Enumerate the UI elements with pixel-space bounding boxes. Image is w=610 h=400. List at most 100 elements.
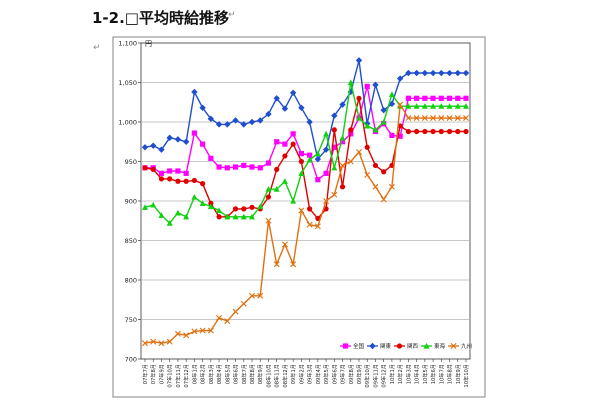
data-point	[331, 191, 338, 198]
x-tick-label: 08年12月	[281, 364, 289, 388]
x-marker-stroke	[216, 314, 223, 321]
data-point	[323, 130, 330, 137]
margin-return-mark-icon: ↵	[93, 43, 101, 53]
data-point	[372, 81, 379, 89]
x-tick-label: 10年5月	[421, 364, 429, 384]
x-marker-stroke	[405, 115, 412, 122]
data-point	[257, 117, 264, 124]
data-point	[257, 165, 263, 171]
y-axis-label: 円	[145, 40, 152, 48]
data-point	[438, 115, 445, 122]
x-tick-label: 07年9月	[157, 364, 165, 384]
x-tick-label: 08年4月	[215, 364, 223, 384]
data-point	[323, 170, 329, 176]
x-tick-label: 09年1月	[289, 364, 297, 384]
data-point	[347, 79, 354, 86]
x-tick-label: 09年10月	[363, 364, 371, 388]
x-marker-stroke	[290, 261, 297, 268]
data-point	[182, 138, 190, 145]
x-tick-label: 09年3月	[306, 364, 314, 384]
data-point	[446, 95, 453, 101]
x-tick-label: 10年1月	[388, 364, 396, 384]
data-point	[174, 330, 181, 337]
data-point	[191, 130, 197, 136]
legend-marker	[450, 343, 457, 349]
data-point	[314, 155, 322, 163]
data-point	[199, 327, 206, 334]
x-tick-label: 10年2月	[396, 364, 404, 384]
data-point	[142, 204, 148, 210]
data-point	[422, 128, 428, 135]
data-point	[380, 196, 387, 203]
x-marker-stroke	[450, 343, 457, 349]
x-marker-stroke	[413, 115, 420, 122]
data-point	[207, 203, 214, 210]
data-point	[348, 127, 354, 133]
data-point	[454, 69, 461, 77]
data-point	[232, 206, 239, 212]
x-marker-stroke	[191, 328, 198, 335]
data-point	[298, 170, 305, 176]
grid-lines	[138, 42, 470, 362]
data-point	[240, 121, 247, 128]
data-point	[232, 164, 239, 170]
data-point	[446, 103, 453, 109]
legend-item-3: 関西	[394, 343, 419, 350]
x-marker-stroke	[397, 101, 404, 108]
data-point	[413, 115, 420, 122]
data-point	[463, 128, 469, 135]
series-5	[142, 101, 469, 347]
data-point	[191, 177, 197, 184]
data-point	[232, 117, 239, 124]
legend-label: 関東	[380, 342, 392, 350]
data-point	[463, 103, 469, 109]
data-point	[208, 155, 214, 161]
data-point	[446, 115, 453, 122]
x-marker-stroke	[142, 340, 148, 347]
data-point	[388, 183, 395, 190]
series-lines	[141, 57, 470, 347]
data-point	[430, 115, 437, 122]
data-point	[323, 206, 329, 212]
x-tick-label: 07年10月	[166, 364, 174, 388]
data-point	[150, 142, 157, 149]
data-point	[339, 134, 346, 141]
x-tick-label: 08年7月	[240, 364, 248, 384]
x-tick-label: 09年5月	[322, 364, 330, 384]
x-marker-stroke	[207, 327, 214, 334]
data-point	[356, 149, 362, 156]
data-point	[396, 75, 404, 82]
series-3	[142, 95, 469, 221]
data-point	[158, 176, 165, 182]
x-tick-label: 07年11月	[174, 364, 182, 388]
data-point	[265, 186, 272, 192]
data-point	[331, 127, 337, 133]
data-point	[158, 146, 165, 153]
data-point	[183, 213, 190, 220]
y-tick-label: 1,000	[118, 119, 137, 127]
data-point	[150, 166, 156, 172]
legend-item-2: 関東	[367, 342, 392, 350]
data-point	[158, 212, 165, 218]
data-point	[248, 118, 256, 126]
x-tick-label: 07年7月	[141, 364, 149, 384]
data-point	[356, 95, 362, 101]
x-marker-stroke	[446, 115, 453, 122]
data-point	[224, 318, 231, 325]
x-tick-label: 10年10月	[462, 364, 470, 388]
data-point	[281, 178, 288, 184]
series-line	[144, 82, 466, 225]
data-point	[265, 217, 272, 224]
x-tick-label: 09年4月	[314, 364, 322, 384]
x-marker-stroke	[380, 196, 387, 203]
data-point	[389, 132, 395, 139]
data-point	[322, 146, 330, 153]
x-tick-label: 09年12月	[380, 364, 388, 388]
data-point	[232, 308, 239, 315]
data-point	[422, 95, 428, 101]
x-marker-stroke	[273, 261, 280, 268]
data-point	[380, 106, 387, 114]
data-point	[414, 128, 420, 135]
x-marker-stroke	[323, 198, 330, 204]
data-point	[216, 207, 223, 214]
